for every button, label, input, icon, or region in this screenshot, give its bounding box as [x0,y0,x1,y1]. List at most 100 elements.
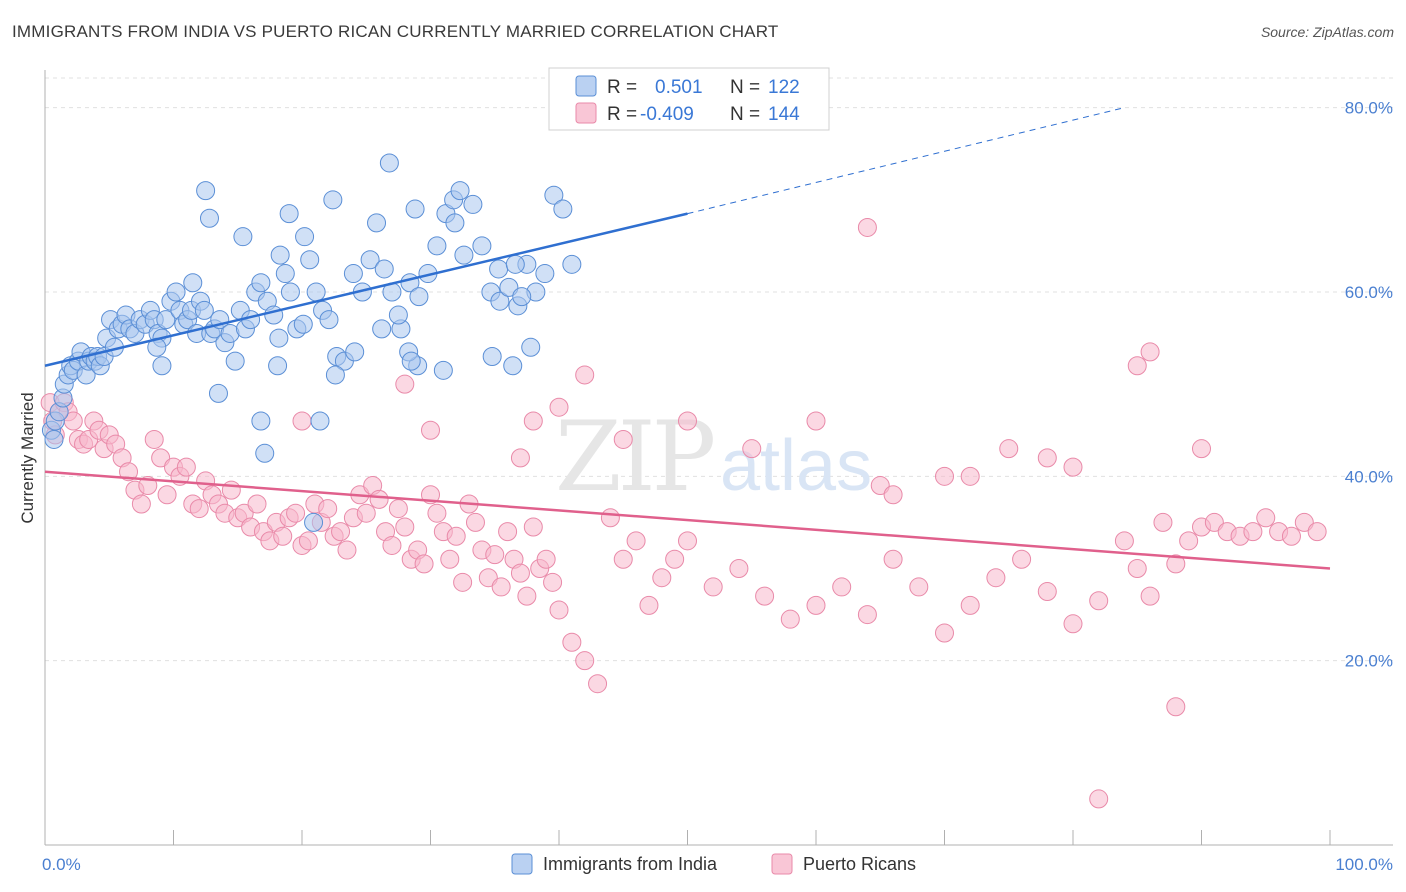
pr-point [221,480,241,500]
axes [44,70,1393,846]
india-point [251,411,271,431]
pr-point [999,439,1019,459]
pr-point [151,448,171,468]
india-point [306,282,326,302]
pr-point [639,595,659,615]
india-point [225,351,245,371]
watermark-atlas: atlas [720,426,872,506]
pr-point [665,549,685,569]
india-point [512,287,532,307]
india-point [275,264,295,284]
pr-point [465,512,485,532]
pr-point [1140,342,1160,362]
india-point [300,250,320,270]
pr-point [510,563,530,583]
india-point [152,356,172,376]
india-point [454,245,474,265]
india-point [489,259,509,279]
y-axis-label: Currently Married [18,392,37,523]
pr-point [510,448,530,468]
pr-point [613,429,633,449]
pr-point [318,499,338,519]
india-point [345,342,365,362]
india-point [521,337,541,357]
india-point [343,264,363,284]
pr-point [678,531,697,551]
pr-point [1307,522,1327,542]
pr-point [453,572,473,592]
india-point [472,236,492,256]
pr-point [1063,614,1083,634]
pr-point [395,517,415,537]
pr-point [1037,448,1057,468]
pr-point [421,420,440,440]
trend-lines [44,107,1331,570]
pr-point [1114,531,1134,551]
pr-point [1166,554,1186,574]
series-legend: Immigrants from India Puerto Ricans [511,853,916,875]
india-point [450,181,470,201]
legend-n-value-india: 122 [768,77,800,98]
india-point [427,236,447,256]
india-point [503,356,523,376]
pr-point [337,540,357,560]
pr-point [780,609,800,629]
pr-point [575,651,595,671]
pr-point [176,457,196,477]
legend-r-value-india: 0.501 [655,77,703,98]
pr-point [1089,591,1109,611]
pr-point [286,503,306,523]
india-point [269,328,289,348]
india-point [166,282,186,302]
pr-point [1192,439,1211,459]
pr-point [806,411,826,431]
india-point [319,310,339,330]
pr-point [562,632,582,652]
pr-point [742,439,762,459]
y-tick-label-60: 60.0% [1345,283,1393,302]
india-point [279,204,299,224]
pr-point [144,429,164,449]
india-point [194,300,214,320]
legend-n-value-pr: 144 [768,104,800,125]
pr-point [273,526,293,546]
watermark: ZIP atlas [555,401,872,513]
india-point [199,208,219,228]
pr-point [414,554,434,574]
pr-point [1153,512,1173,532]
legend-swatch-pr [575,102,597,124]
pr-point [1243,522,1263,542]
pr-point [626,531,646,551]
india-point [304,512,324,532]
bottom-legend-swatch-india [511,853,533,875]
pr-point [517,586,537,606]
india-trend-line [44,212,688,367]
pr-point [298,531,318,551]
pr-point [485,545,505,565]
india-point [405,199,425,219]
india-point [310,411,330,431]
pr-point [1012,549,1032,569]
bottom-legend-swatch-pr [771,853,793,875]
pr-point [935,623,954,643]
pr-point [356,503,376,523]
pr-point [1089,789,1109,809]
legend-r-label-pr: R = [607,104,637,125]
pr-point [523,411,543,431]
pr-point [1127,558,1147,578]
india-point [367,213,387,233]
pr-point [588,674,608,694]
pr-point [369,489,389,509]
y-tick-label-40: 40.0% [1345,467,1393,486]
pr-point [478,568,498,588]
puerto-rican-points [40,217,1327,809]
pr-point [388,499,408,519]
x-tick-label-100: 100.0% [1335,855,1393,874]
india-point [535,264,555,284]
pr-point [1063,457,1083,477]
india-point [264,305,284,325]
x-ticks [44,830,1331,845]
pr-point [678,411,697,431]
legend-n-label-pr: N = [730,104,760,125]
india-point [251,273,271,293]
